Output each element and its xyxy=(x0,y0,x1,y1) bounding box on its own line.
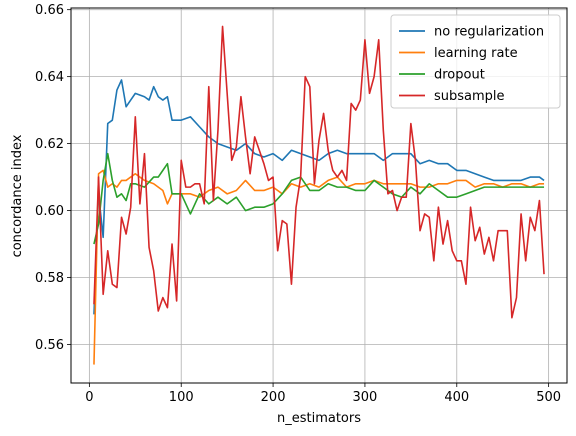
series-line-1 xyxy=(93,169,545,365)
x-tick-label: 400 xyxy=(444,390,469,405)
legend-box xyxy=(390,14,561,109)
x-tick-label: 500 xyxy=(536,390,561,405)
y-axis-label: concordance index xyxy=(10,134,25,257)
y-tick-label: 0.66 xyxy=(35,3,64,18)
y-tick-label: 0.62 xyxy=(35,137,64,152)
y-tick-label: 0.58 xyxy=(35,271,64,286)
legend-label: learning rate xyxy=(434,46,518,61)
legend-label: dropout xyxy=(434,68,485,83)
legend-label: no regularization xyxy=(434,25,544,40)
ticks: 0 100 200 300 400 500 0.56 0.58 0.60 0.62 0.64 0.66 xyxy=(35,3,561,405)
plot-lines xyxy=(93,25,545,365)
legend: no regularization learning rate dropout sub… xyxy=(390,14,561,109)
x-tick-label: 0 xyxy=(85,390,93,405)
y-tick-label: 0.56 xyxy=(35,338,64,353)
legend-label: subsample xyxy=(434,89,505,104)
x-tick-label: 200 xyxy=(261,390,286,405)
x-axis-label: n_estimators xyxy=(277,411,361,426)
y-tick-label: 0.60 xyxy=(35,204,64,219)
series-line-0 xyxy=(93,79,545,315)
x-tick-label: 100 xyxy=(169,390,194,405)
x-tick-label: 300 xyxy=(353,390,378,405)
axes-frame xyxy=(70,7,568,384)
series-line-3 xyxy=(93,25,545,319)
y-tick-label: 0.64 xyxy=(35,70,64,85)
